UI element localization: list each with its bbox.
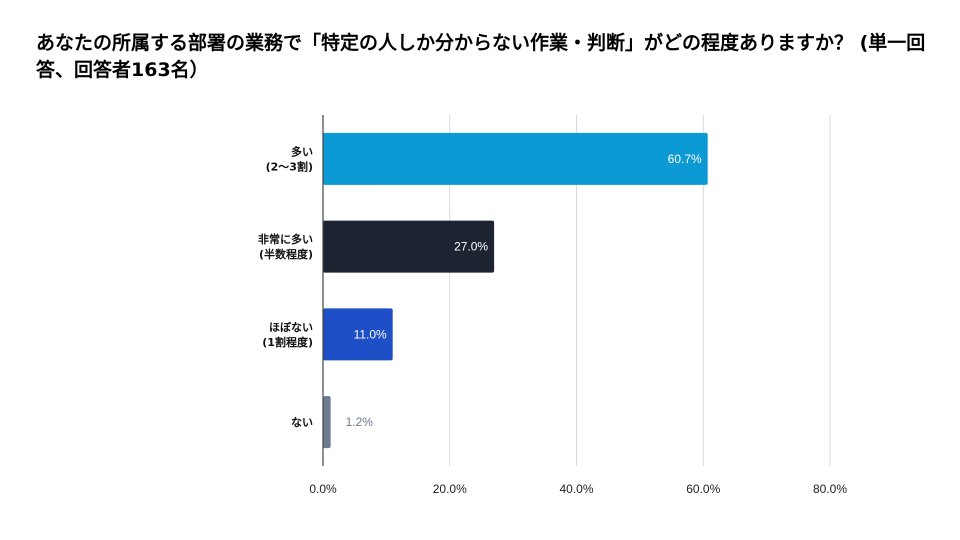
category-label: 非常に多い bbox=[258, 232, 313, 246]
data-label: 11.0% bbox=[354, 327, 387, 341]
category-label: (1割程度) bbox=[262, 335, 313, 349]
bar bbox=[323, 396, 331, 449]
x-tick-label: 0.0% bbox=[309, 482, 337, 496]
bar bbox=[323, 220, 495, 273]
data-label: 1.2% bbox=[346, 415, 374, 429]
category-label: (2〜3割) bbox=[266, 159, 313, 173]
category-label: ほぼない bbox=[269, 321, 313, 334]
category-label: (半数程度) bbox=[259, 247, 313, 261]
category-label: ない bbox=[291, 416, 313, 429]
data-label: 60.7% bbox=[668, 152, 702, 166]
category-label: 多い bbox=[291, 144, 313, 158]
data-label: 27.0% bbox=[454, 240, 488, 254]
x-tick-label: 40.0% bbox=[559, 482, 593, 496]
category-labels: 多い(2〜3割) 非常に多い(半数程度) ほぼない(1割程度) ない bbox=[258, 144, 313, 429]
bar bbox=[323, 132, 708, 185]
x-tick-label: 20.0% bbox=[433, 482, 467, 496]
x-tick-label: 80.0% bbox=[813, 482, 847, 496]
x-tick-label: 60.0% bbox=[686, 482, 720, 496]
x-tick-labels: 0.0% 20.0% 40.0% 60.0% 80.0% bbox=[309, 482, 847, 496]
bars bbox=[323, 132, 708, 449]
bar bbox=[323, 308, 393, 361]
data-labels: 60.7% 27.0% 11.0% 1.2% bbox=[346, 152, 702, 429]
chart-title: あなたの所属する部署の業務で「特定の人しか分からない作業・判断」がどの程度ありま… bbox=[36, 32, 926, 81]
